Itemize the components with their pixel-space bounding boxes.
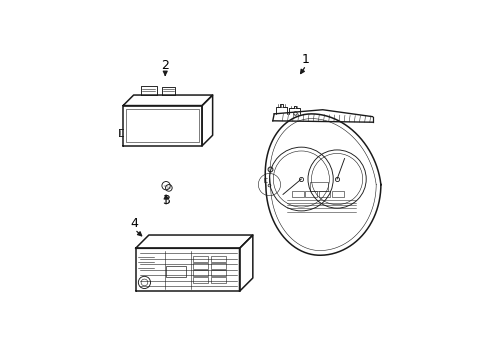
Text: 1: 1 bbox=[302, 53, 309, 66]
Text: 3: 3 bbox=[162, 194, 170, 207]
Text: 4: 4 bbox=[130, 217, 139, 230]
Text: 2: 2 bbox=[161, 59, 169, 72]
